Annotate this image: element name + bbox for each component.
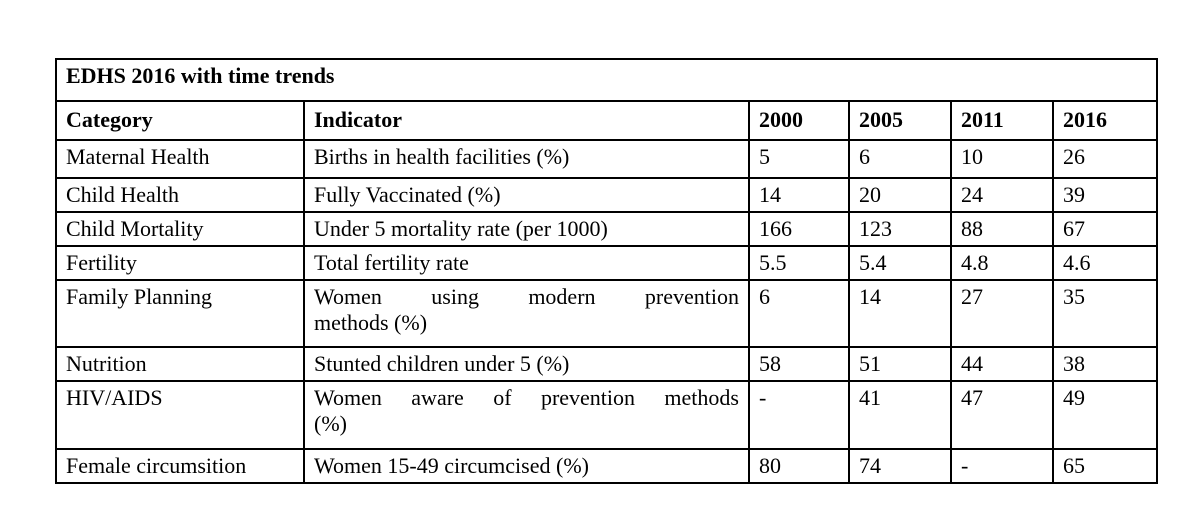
value-cell: -: [748, 379, 850, 450]
indicator-line: Births in health facilities (%): [314, 144, 570, 169]
indicator-cell: Total fertility rate: [303, 244, 750, 281]
value-cell: 20: [848, 177, 952, 213]
value-cell: 26: [1051, 139, 1159, 179]
indicator-line: (%): [314, 410, 347, 436]
category-cell: Child Mortality: [55, 210, 305, 247]
indicator-cell: Under 5 mortality rate (per 1000): [303, 210, 750, 247]
table-row: Nutrition Stunted children under 5 (%) 58 5…: [55, 345, 1159, 382]
indicator-line: Total fertility rate: [314, 249, 469, 275]
indicator-cell: Women 15-49 circumcised (%): [303, 447, 750, 484]
column-header-2016: 2016: [1051, 100, 1159, 141]
table-row: Maternal Health Births in health faciliti…: [55, 139, 1159, 179]
value-cell: 35: [1051, 278, 1159, 348]
table-row: Child Health Fully Vaccinated (%) 14 20 24 39: [55, 177, 1159, 213]
table-row: HIV/AIDS Women aware of prevention method…: [55, 379, 1159, 450]
column-header-category: Category: [55, 100, 305, 141]
title-row: EDHS 2016 with time trends: [54, 58, 1159, 102]
value-cell: 88: [950, 210, 1054, 247]
column-header-2011: 2011: [950, 100, 1054, 141]
column-header-indicator: Indicator: [303, 100, 750, 141]
value-cell: 44: [950, 345, 1054, 382]
value-cell: 80: [748, 447, 850, 484]
column-header-2000: 2000: [748, 100, 850, 141]
indicator-cell: Stunted children under 5 (%): [303, 345, 750, 382]
value-cell: 47: [950, 379, 1054, 450]
value-cell: 51: [848, 345, 952, 382]
value-cell: 65: [1051, 447, 1159, 484]
indicator-line: Women using modern prevention: [314, 283, 739, 309]
indicator-line: Stunted children under 5 (%): [314, 350, 570, 376]
edhs-table-container: EDHS 2016 with time trends Category Indic…: [54, 58, 1159, 484]
value-cell: 4.6: [1051, 244, 1159, 281]
value-cell: 10: [950, 139, 1054, 179]
category-cell: Maternal Health: [55, 139, 305, 179]
value-cell: 5: [748, 139, 850, 179]
value-cell: 39: [1051, 177, 1159, 213]
value-cell: 38: [1051, 345, 1159, 382]
value-cell: 6: [848, 139, 952, 179]
category-cell: Child Health: [55, 177, 305, 213]
value-cell: 14: [748, 177, 850, 213]
value-cell: 123: [848, 210, 952, 247]
column-header-2005: 2005: [848, 100, 952, 141]
indicator-cell: Women aware of prevention methods (%): [303, 379, 750, 450]
table-title: EDHS 2016 with time trends: [54, 58, 1159, 102]
edhs-table: EDHS 2016 with time trends Category Indic…: [54, 58, 1159, 484]
value-cell: 14: [848, 278, 952, 348]
indicator-cell: Births in health facilities (%): [303, 139, 750, 179]
category-cell: Fertility: [55, 244, 305, 281]
value-cell: 67: [1051, 210, 1159, 247]
table-row: Family Planning Women using modern preven…: [55, 278, 1159, 348]
table-row: Child Mortality Under 5 mortality rate (p…: [55, 210, 1159, 247]
category-cell: Female circumsition: [55, 447, 305, 484]
value-cell: -: [950, 447, 1054, 484]
table-row: Female circumsition Women 15-49 circumcis…: [55, 447, 1159, 484]
indicator-cell: Women using modern prevention methods (%): [303, 278, 750, 348]
category-cell: HIV/AIDS: [55, 379, 305, 450]
value-cell: 74: [848, 447, 952, 484]
table-body: Maternal Health Births in health faciliti…: [55, 139, 1159, 484]
indicator-cell: Fully Vaccinated (%): [303, 177, 750, 213]
value-cell: 49: [1051, 379, 1159, 450]
value-cell: 58: [748, 345, 850, 382]
value-cell: 166: [748, 210, 850, 247]
header-row: Category Indicator 2000 2005 2011 2016: [55, 100, 1159, 141]
table-row: Fertility Total fertility rate 5.5 5.4 4.8 4.…: [55, 244, 1159, 281]
category-cell: Nutrition: [55, 345, 305, 382]
value-cell: 24: [950, 177, 1054, 213]
indicator-line: Women aware of prevention methods: [314, 384, 739, 410]
value-cell: 6: [748, 278, 850, 348]
indicator-line: methods (%): [314, 309, 428, 335]
category-cell: Family Planning: [55, 278, 305, 348]
indicator-line: Under 5 mortality rate (per 1000): [314, 215, 608, 241]
value-cell: 4.8: [950, 244, 1054, 281]
value-cell: 27: [950, 278, 1054, 348]
indicator-line: Women 15-49 circumcised (%): [314, 452, 589, 478]
value-cell: 41: [848, 379, 952, 450]
indicator-line: Fully Vaccinated (%): [314, 182, 501, 207]
value-cell: 5.5: [748, 244, 850, 281]
value-cell: 5.4: [848, 244, 952, 281]
